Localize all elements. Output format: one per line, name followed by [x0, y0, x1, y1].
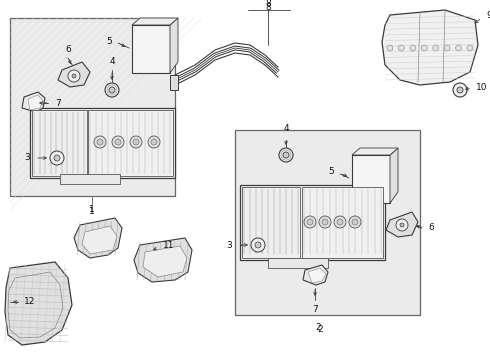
Circle shape — [337, 219, 343, 225]
Polygon shape — [74, 218, 122, 258]
Polygon shape — [143, 246, 187, 277]
Text: 1: 1 — [89, 207, 95, 216]
Circle shape — [130, 136, 142, 148]
Circle shape — [322, 219, 328, 225]
Polygon shape — [390, 148, 398, 203]
Circle shape — [283, 152, 289, 158]
Circle shape — [307, 219, 313, 225]
Text: 1: 1 — [89, 206, 95, 215]
Circle shape — [349, 216, 361, 228]
Text: 11: 11 — [163, 242, 174, 251]
Circle shape — [133, 139, 139, 145]
Text: 8: 8 — [265, 0, 271, 8]
Circle shape — [304, 216, 316, 228]
Circle shape — [400, 223, 404, 227]
Polygon shape — [352, 148, 398, 155]
Text: 12: 12 — [24, 297, 35, 306]
Bar — [302, 187, 383, 258]
Circle shape — [467, 45, 473, 51]
Bar — [32, 110, 87, 176]
Text: 8: 8 — [265, 4, 271, 13]
Text: 3: 3 — [226, 240, 232, 249]
Circle shape — [94, 136, 106, 148]
Polygon shape — [132, 18, 178, 25]
Circle shape — [352, 219, 358, 225]
Circle shape — [421, 45, 427, 51]
Bar — [170, 75, 178, 90]
Bar — [242, 187, 300, 258]
Circle shape — [255, 242, 261, 248]
Circle shape — [112, 136, 124, 148]
Circle shape — [457, 87, 463, 93]
Bar — [240, 185, 385, 260]
Circle shape — [105, 83, 119, 97]
Text: 3: 3 — [24, 153, 30, 162]
Circle shape — [456, 45, 462, 51]
Circle shape — [453, 83, 467, 97]
Circle shape — [72, 74, 76, 78]
Bar — [352, 155, 390, 203]
Text: 10: 10 — [476, 82, 488, 91]
Circle shape — [50, 151, 64, 165]
Circle shape — [251, 238, 265, 252]
Circle shape — [109, 87, 115, 93]
Circle shape — [115, 139, 121, 145]
Circle shape — [148, 136, 160, 148]
Polygon shape — [386, 212, 418, 237]
Polygon shape — [382, 10, 478, 85]
Polygon shape — [28, 95, 43, 110]
Circle shape — [433, 45, 439, 51]
Bar — [268, 258, 328, 268]
Text: 5: 5 — [328, 166, 334, 175]
Polygon shape — [303, 265, 328, 285]
Circle shape — [444, 45, 450, 51]
Polygon shape — [22, 92, 45, 112]
Text: 4: 4 — [109, 57, 115, 66]
Text: 5: 5 — [106, 37, 112, 46]
Circle shape — [151, 139, 157, 145]
Polygon shape — [58, 62, 90, 87]
Polygon shape — [82, 226, 117, 254]
Circle shape — [97, 139, 103, 145]
Polygon shape — [308, 268, 326, 283]
Circle shape — [319, 216, 331, 228]
Circle shape — [334, 216, 346, 228]
Bar — [88, 110, 173, 176]
Bar — [10, 18, 175, 196]
Text: 7: 7 — [55, 99, 61, 108]
Text: 2: 2 — [315, 324, 321, 333]
Circle shape — [387, 45, 393, 51]
Circle shape — [398, 45, 404, 51]
Bar — [235, 130, 420, 315]
Text: 4: 4 — [283, 124, 289, 133]
Text: 2: 2 — [317, 325, 323, 334]
Text: 6: 6 — [65, 45, 71, 54]
Polygon shape — [170, 18, 178, 73]
Bar — [132, 25, 170, 73]
Text: 9: 9 — [486, 12, 490, 21]
Bar — [60, 174, 120, 184]
Circle shape — [396, 219, 408, 231]
Bar — [30, 108, 175, 178]
Text: 6: 6 — [428, 224, 434, 233]
Polygon shape — [134, 238, 192, 282]
Circle shape — [68, 70, 80, 82]
Polygon shape — [5, 262, 72, 345]
Circle shape — [54, 155, 60, 161]
Text: 7: 7 — [312, 305, 318, 314]
Circle shape — [410, 45, 416, 51]
Circle shape — [279, 148, 293, 162]
